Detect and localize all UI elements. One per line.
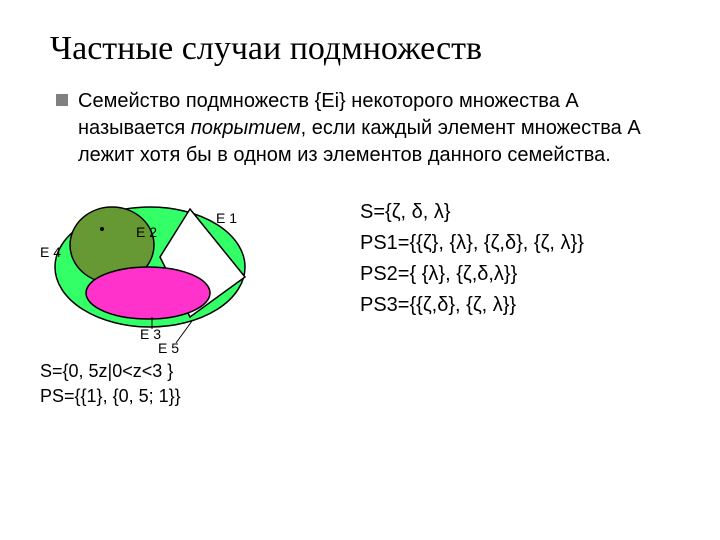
bullet-square-icon [56,94,68,106]
formula-ps2: PS2={ {λ}, {ζ,δ,λ}} [360,259,584,290]
venn-diagram: E 4 E 2 E 1 E 3 E 5 [40,187,260,347]
definition-block: Семейство подмножеств {Ei} некоторого мн… [56,88,680,169]
e2-label: E 2 [136,224,157,240]
definition-text: Семейство подмножеств {Ei} некоторого мн… [78,88,680,169]
dot-icon [100,227,104,231]
definition-em: покрытием [191,117,301,139]
e1-label: E 1 [216,210,237,226]
left-line2: PS={{1}, {0, 5; 1}} [40,384,300,409]
formula-ps1: PS1={{ζ}, {λ}, {ζ,δ}, {ζ, λ}} [360,228,584,259]
right-formulas: S={ζ, δ, λ} PS1={{ζ}, {λ}, {ζ,δ}, {ζ, λ}… [360,197,584,409]
page-title: Частные случаи подмножеств [50,30,680,68]
venn-svg: E 4 E 2 E 1 E 3 E 5 [40,187,260,357]
e3-shape [86,267,210,319]
e5-label: E 5 [158,340,179,356]
left-line1: S={0, 5z|0<z<3 } [40,359,300,384]
e4-label: E 4 [40,244,61,260]
formula-ps3: PS3={{ζ,δ}, {ζ, λ}} [360,290,584,321]
left-formulas: S={0, 5z|0<z<3 } PS={{1}, {0, 5; 1}} [40,359,300,409]
formula-s: S={ζ, δ, λ} [360,197,584,228]
